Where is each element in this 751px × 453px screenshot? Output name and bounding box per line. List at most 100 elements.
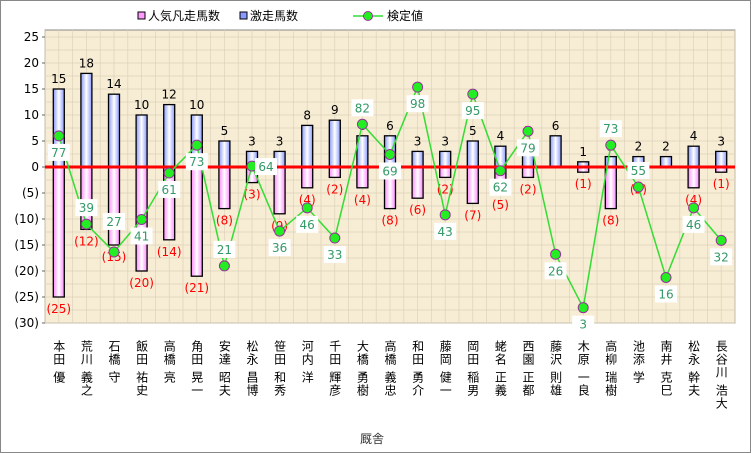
point-kenteichi xyxy=(108,246,120,258)
bar-ninki-bonsou xyxy=(411,166,424,199)
bar-ninki-bonsou xyxy=(328,166,341,179)
x-axis-title: 厩舎 xyxy=(360,432,385,446)
point-kenteichi xyxy=(329,232,341,244)
data-label-bg xyxy=(103,212,125,230)
data-label-bg xyxy=(461,102,484,120)
bar-label-ninki-bonsou: (20) xyxy=(129,276,154,290)
data-label-bg xyxy=(213,240,236,258)
bar-gekisou xyxy=(687,145,700,168)
bar-ninki-bonsou xyxy=(466,166,479,205)
data-label-bg xyxy=(158,181,181,199)
point-kenteichi xyxy=(467,88,479,100)
bar-gekisou xyxy=(549,135,562,168)
point-kenteichi xyxy=(218,260,230,272)
bar-gekisou xyxy=(659,155,673,168)
bar-label-gekisou: 3 xyxy=(276,134,284,148)
bar-label-gekisou: 8 xyxy=(303,108,311,122)
x-tick-label: 藤岡 健一 xyxy=(438,340,453,397)
data-label-bg xyxy=(682,215,705,233)
x-tick-label: 大橋 勇樹 xyxy=(355,340,370,397)
x-tick-label: 笹田 和秀 xyxy=(272,340,287,397)
point-kenteichi xyxy=(494,165,506,177)
x-tick-label: 高柳 瑞樹 xyxy=(603,340,618,397)
bar-label-ninki-bonsou: (5) xyxy=(492,198,509,212)
x-tick-label: 岡田 稲男 xyxy=(465,340,480,397)
bar-label-gekisou: 3 xyxy=(248,134,256,148)
bar-gekisou xyxy=(163,103,176,168)
point-kenteichi xyxy=(577,302,589,314)
point-kenteichi xyxy=(274,225,286,237)
data-label-kenteichi: 36 xyxy=(272,241,287,255)
data-label-kenteichi: 26 xyxy=(548,264,563,278)
bar-label-gekisou: 1 xyxy=(579,145,587,159)
bar-label-ninki-bonsou: (1) xyxy=(713,177,730,191)
bar-label-ninki-bonsou: (4) xyxy=(354,193,371,207)
bar-label-gekisou: 4 xyxy=(690,129,698,143)
bar-gekisou xyxy=(328,119,341,168)
bar-label-gekisou: 12 xyxy=(162,88,177,102)
y-tick-label: (5) xyxy=(22,186,39,200)
x-tick-label: 河内 洋 xyxy=(300,340,315,384)
bar-gekisou xyxy=(494,145,507,168)
bar-label-ninki-bonsou: (4) xyxy=(299,193,316,207)
bar-label-gekisou: 18 xyxy=(79,56,94,70)
bar-label-ninki-bonsou: (3) xyxy=(244,188,261,202)
bar-ninki-bonsou xyxy=(190,166,203,277)
point-kenteichi xyxy=(605,139,617,151)
data-label-kenteichi: 82 xyxy=(355,101,370,115)
bar-gekisou xyxy=(218,140,231,168)
bar-label-gekisou: 14 xyxy=(106,77,121,91)
y-tick-label: 10 xyxy=(24,108,39,122)
bar-label-gekisou: 5 xyxy=(221,124,229,138)
bar-ninki-bonsou xyxy=(52,166,65,298)
bar-label-ninki-bonsou: (8) xyxy=(216,214,233,228)
bar-label-gekisou: 3 xyxy=(414,134,422,148)
bar-label-ninki-bonsou: (25) xyxy=(46,302,71,316)
bar-label-ninki-bonsou: (8) xyxy=(602,214,619,228)
bar-label-gekisou: 2 xyxy=(635,140,643,154)
data-label-kenteichi: 46 xyxy=(300,218,315,232)
data-label-kenteichi: 61 xyxy=(162,183,177,197)
data-label-bg xyxy=(406,95,429,113)
point-kenteichi xyxy=(660,272,672,283)
bar-ninki-bonsou xyxy=(604,166,617,210)
data-label-bg xyxy=(296,215,319,233)
data-label-bg xyxy=(130,227,153,245)
data-label-kenteichi: 21 xyxy=(217,243,232,257)
data-label-bg xyxy=(517,139,539,157)
data-label-bg xyxy=(351,99,374,117)
bar-ninki-bonsou xyxy=(439,166,452,179)
data-label-bg xyxy=(544,262,567,280)
bar-gekisou xyxy=(439,150,452,168)
data-label-kenteichi: 41 xyxy=(134,229,149,243)
x-tick-label: 西園 正都 xyxy=(521,340,535,397)
data-label-bg xyxy=(710,248,733,266)
bar-label-ninki-bonsou: (12) xyxy=(74,234,99,248)
bar-gekisou xyxy=(466,140,479,168)
data-label-bg xyxy=(655,285,677,303)
data-label-kenteichi: 95 xyxy=(465,104,480,118)
x-tick-label: 藤沢 則雄 xyxy=(548,340,563,397)
y-tick-label: (10) xyxy=(14,212,39,226)
bar-ninki-bonsou xyxy=(521,166,535,179)
x-tick-label: 角田 晃一 xyxy=(189,340,204,397)
point-kenteichi xyxy=(80,218,92,230)
bar-label-ninki-bonsou: (6) xyxy=(409,203,426,217)
data-label-kenteichi: 73 xyxy=(189,155,204,169)
data-label-kenteichi: 62 xyxy=(493,181,508,195)
point-kenteichi xyxy=(439,209,451,221)
data-label-bg xyxy=(75,199,98,217)
point-kenteichi xyxy=(522,125,534,137)
data-label-kenteichi: 55 xyxy=(631,164,646,178)
x-tick-label: 和田 勇介 xyxy=(410,340,425,397)
x-tick-label: 木原 一良 xyxy=(576,340,591,397)
bar-label-gekisou: 9 xyxy=(331,103,339,117)
data-label-bg xyxy=(268,239,291,257)
bar-label-ninki-bonsou: (1) xyxy=(575,177,592,191)
data-label-kenteichi: 43 xyxy=(438,225,453,239)
data-label-kenteichi: 39 xyxy=(79,201,94,215)
bar-label-ninki-bonsou: (2) xyxy=(326,182,343,196)
data-label-kenteichi: 32 xyxy=(714,250,729,264)
data-label-kenteichi: 69 xyxy=(382,164,397,178)
